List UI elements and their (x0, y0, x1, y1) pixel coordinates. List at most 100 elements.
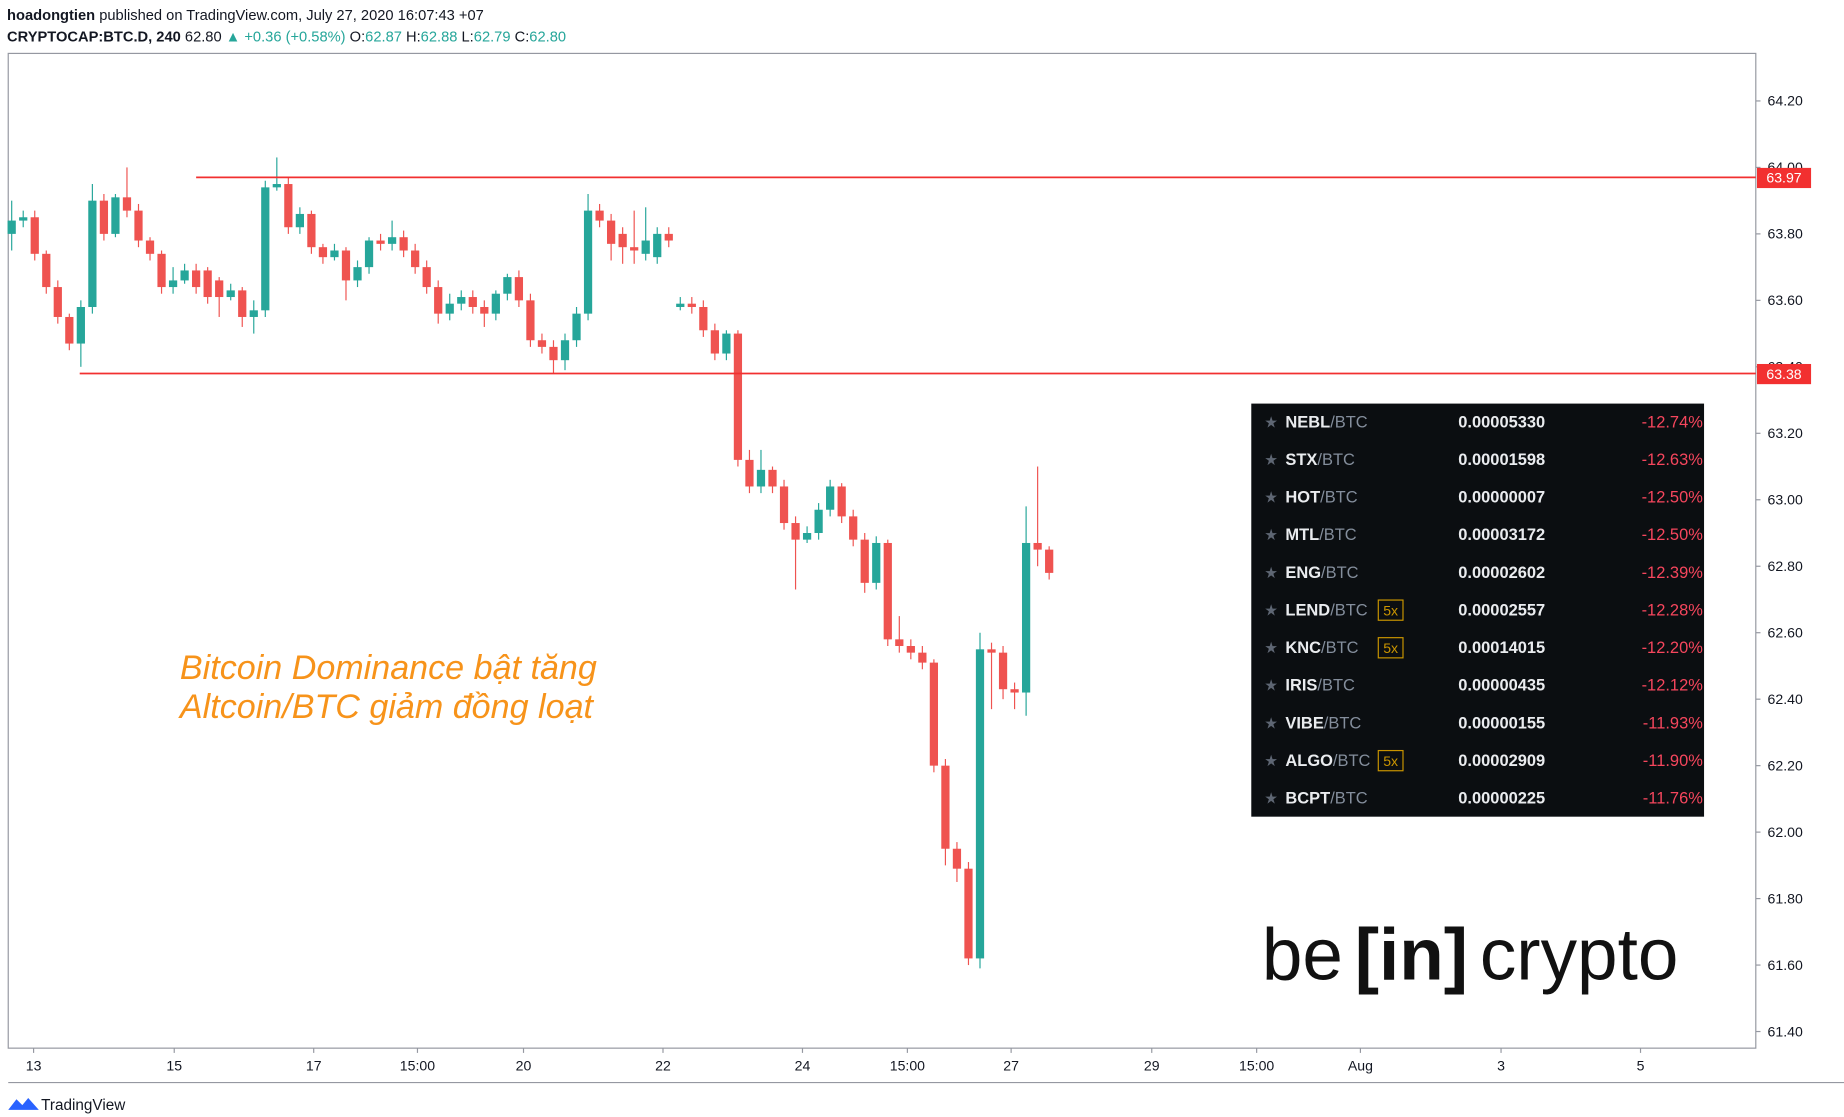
symbol: KNC/BTC (1285, 638, 1358, 657)
x-tick-label: 20 (516, 1059, 532, 1075)
axes: 61.40 61.60 61.80 62.00 62.20 62.40 62.60 62.80… (26, 94, 1812, 1075)
candle-body (99, 200, 109, 234)
candle-body (1045, 549, 1054, 573)
candle-body (134, 210, 143, 241)
symbol: NEBL/BTC (1285, 412, 1367, 431)
candle-body (261, 187, 270, 311)
candle-body (607, 220, 616, 244)
candle-body (284, 184, 293, 228)
h: 62.88 (421, 29, 458, 45)
x-tick-label: 17 (306, 1059, 322, 1075)
star-icon: ★ (1264, 452, 1278, 469)
marks (7, 157, 1756, 969)
x-tick-label: 15:00 (400, 1059, 435, 1075)
symbol: LEND/BTC (1285, 600, 1367, 619)
candle-body (883, 542, 892, 640)
star-icon: ★ (1264, 602, 1278, 619)
table-background (1251, 403, 1705, 817)
price: 0.00002909 (1458, 751, 1545, 770)
y-tick-label: 63.60 (1768, 293, 1803, 309)
logo: be [in] crypto (1262, 913, 1679, 995)
candle-body (768, 469, 777, 487)
y-tick-label: 62.40 (1768, 692, 1803, 708)
candle-body (445, 303, 454, 314)
candle-body (192, 270, 201, 288)
symbol: HOT/BTC (1285, 488, 1357, 507)
logo-part: [in] (1355, 913, 1468, 995)
symbol: CRYPTOCAP:BTC.D, 240 (7, 29, 181, 45)
candle-body (895, 639, 904, 647)
candle-body (215, 280, 224, 298)
candle-body (687, 303, 696, 308)
y-tick-label: 64.20 (1768, 94, 1803, 110)
y-tick-label: 62.20 (1768, 758, 1803, 774)
change: ▲ +0.36 (+0.58%) (226, 29, 346, 45)
quote: /BTC (1320, 488, 1358, 507)
x-tick-label: 15:00 (1239, 1059, 1274, 1075)
candle-body (411, 250, 420, 268)
candle-body (376, 240, 385, 244)
candle-body (341, 250, 351, 281)
candle-body (964, 868, 973, 959)
candle-body (745, 459, 754, 487)
price: 0.00005330 (1458, 412, 1545, 431)
candle-body (30, 217, 39, 254)
base: KNC (1285, 638, 1321, 657)
candle-body (929, 662, 939, 766)
candle-body (641, 240, 650, 254)
symbol: ENG/BTC (1285, 563, 1358, 582)
candle-body (710, 330, 719, 354)
y-tick-label: 61.80 (1768, 891, 1803, 907)
candle-body (975, 649, 985, 959)
change: -11.76% (1643, 789, 1703, 808)
y-tick-label: 63.00 (1768, 492, 1803, 508)
candle-body (791, 523, 800, 540)
candle-body (860, 539, 869, 583)
level-label: 63.97 (1766, 171, 1801, 187)
x-tick-label: 15:00 (890, 1059, 925, 1075)
candle-body (814, 509, 823, 534)
price: 0.00014015 (1458, 638, 1545, 657)
candle-body (906, 646, 915, 653)
change: -11.93% (1643, 713, 1703, 732)
change: -12.12% (1642, 676, 1704, 695)
publisher: hoadongtien (7, 8, 95, 24)
candle-body (941, 765, 950, 849)
symbol: ALGO/BTC (1285, 751, 1370, 770)
candle-body (595, 210, 604, 221)
base: BCPT (1285, 789, 1330, 808)
y-tick-label: 61.60 (1768, 958, 1803, 974)
logo-part: be (1262, 913, 1343, 995)
base: MTL (1285, 525, 1319, 544)
candle-body (491, 293, 500, 314)
candle-body (307, 213, 316, 248)
candle-body (157, 253, 166, 288)
change: -12.20% (1642, 638, 1704, 657)
candle-body (53, 287, 62, 317)
candle-body (399, 237, 408, 251)
candle-body (630, 247, 639, 251)
star-icon: ★ (1264, 565, 1278, 582)
candle-body (364, 240, 374, 268)
candle-body (318, 247, 328, 258)
candle-body (676, 303, 685, 308)
candle-body (1021, 542, 1031, 693)
candle-body (330, 250, 339, 258)
star-icon: ★ (1264, 791, 1278, 808)
x-tick-label: 3 (1497, 1059, 1505, 1075)
candle-body (1033, 542, 1042, 550)
y-tick-label: 62.80 (1768, 559, 1803, 575)
x-tick-label: Aug (1348, 1059, 1373, 1075)
candle-body (387, 237, 397, 244)
quote: /BTC (1317, 450, 1355, 469)
star-icon: ★ (1264, 715, 1278, 732)
last: 62.80 (185, 29, 222, 45)
change: -12.28% (1642, 600, 1704, 619)
candle-body (353, 267, 362, 281)
x-tick-label: 13 (26, 1059, 42, 1075)
change: -12.63% (1642, 450, 1704, 469)
o: 62.87 (365, 29, 402, 45)
badge-box (1377, 637, 1404, 659)
